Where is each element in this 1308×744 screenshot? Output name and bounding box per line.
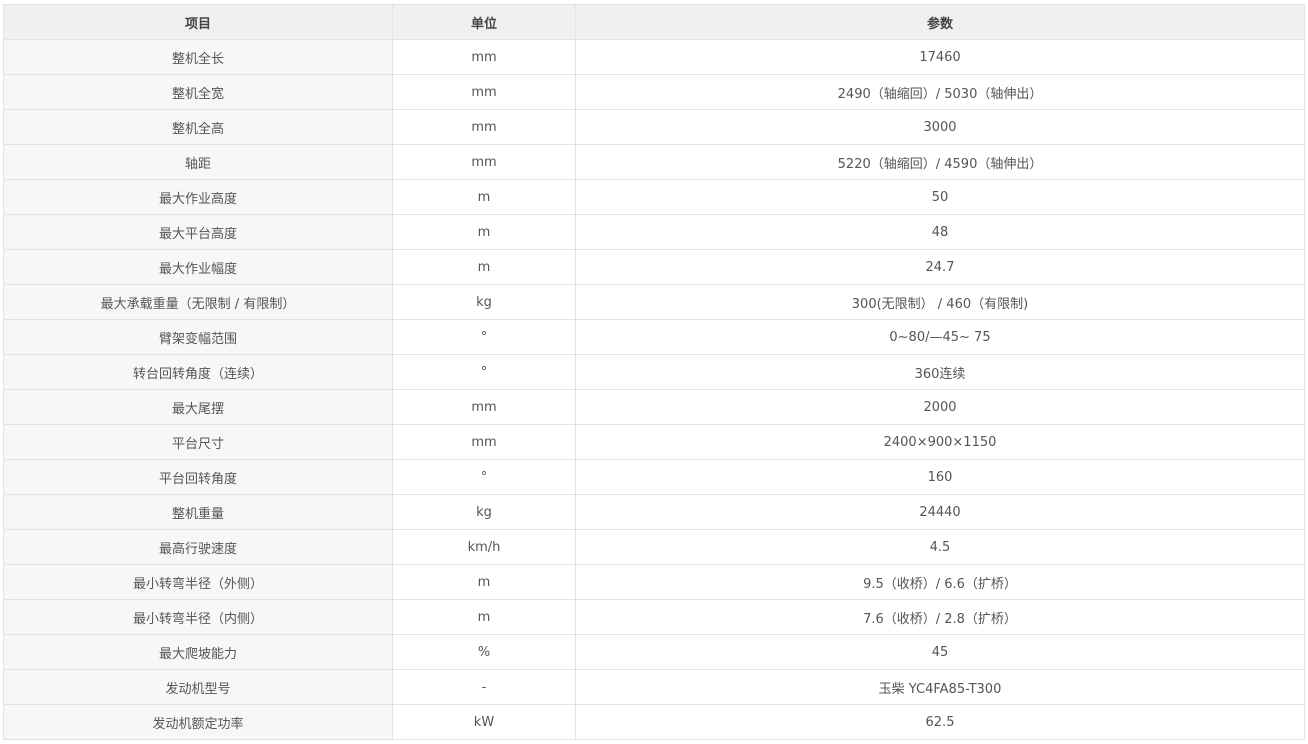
cell-unit: m xyxy=(392,249,576,285)
cell-value: 3000 xyxy=(575,109,1305,145)
table-row: 最大爬坡能力% 45 xyxy=(3,634,1305,670)
cell-value: 48 xyxy=(575,214,1305,250)
cell-unit: ° xyxy=(392,354,576,390)
cell-unit: mm xyxy=(392,144,576,180)
table-row: 臂架变幅范围 ° 0~80/—45~ 75 xyxy=(3,319,1305,355)
cell-item: 最大作业高度 xyxy=(3,179,393,215)
table-row: 转台回转角度（连续） ° 360连续 xyxy=(3,354,1305,390)
table-row: 整机全高 mm 3000 xyxy=(3,109,1305,145)
cell-item: 最小转弯半径（内侧） xyxy=(3,599,393,635)
table-row: 整机全长 mm 17460 xyxy=(3,39,1305,75)
cell-unit: m xyxy=(392,179,576,215)
cell-value: 24440 xyxy=(575,494,1305,530)
table-row: 最大平台高度 m 48 xyxy=(3,214,1305,250)
header-value: 参数 xyxy=(575,4,1305,40)
table-row: 整机重量 kg 24440 xyxy=(3,494,1305,530)
cell-item: 臂架变幅范围 xyxy=(3,319,393,355)
cell-value: 2400×900×1150 xyxy=(575,424,1305,460)
cell-unit: kW xyxy=(392,704,576,740)
table-row: 最大尾摆 mm 2000 xyxy=(3,389,1305,425)
cell-value: 62.5 xyxy=(575,704,1305,740)
table-row: 最小转弯半径（内侧） m 7.6（收桥）/ 2.8（扩桥） xyxy=(3,599,1305,635)
table-header-row: 项目 单位 参数 xyxy=(3,4,1305,40)
cell-unit: % xyxy=(392,634,576,670)
cell-unit: m xyxy=(392,599,576,635)
table-row: 最大作业高度 m 50 xyxy=(3,179,1305,215)
table-row: 轴距 mm 5220（轴缩回）/ 4590（轴伸出） xyxy=(3,144,1305,180)
cell-unit: kg xyxy=(392,284,576,320)
table-row: 发动机额定功率 kW 62.5 xyxy=(3,704,1305,740)
cell-item: 整机全宽 xyxy=(3,74,393,110)
cell-item: 最大尾摆 xyxy=(3,389,393,425)
spec-table: 项目 单位 参数 整机全长 mm 17460 整机全宽 mm 2490（轴缩回）/ 503… xyxy=(3,4,1305,740)
table-row: 平台回转角度 ° 160 xyxy=(3,459,1305,495)
cell-unit: - xyxy=(392,669,576,705)
cell-value: 360连续 xyxy=(575,354,1305,390)
table-row: 平台尺寸 mm 2400×900×1150 xyxy=(3,424,1305,460)
cell-value: 17460 xyxy=(575,39,1305,75)
table-row: 发动机型号 - 玉柴 YC4FA85-T300 xyxy=(3,669,1305,705)
cell-unit: ° xyxy=(392,459,576,495)
table-row: 整机全宽 mm 2490（轴缩回）/ 5030（轴伸出） xyxy=(3,74,1305,110)
cell-unit: mm xyxy=(392,389,576,425)
cell-item: 发动机型号 xyxy=(3,669,393,705)
cell-unit: kg xyxy=(392,494,576,530)
cell-item: 平台尺寸 xyxy=(3,424,393,460)
table-row: 最小转弯半径（外侧） m 9.5（收桥）/ 6.6（扩桥） xyxy=(3,564,1305,600)
header-item: 项目 xyxy=(3,4,393,40)
cell-unit: ° xyxy=(392,319,576,355)
table-row: 最高行驶速度 km/h 4.5 xyxy=(3,529,1305,565)
cell-item: 整机全长 xyxy=(3,39,393,75)
cell-item: 平台回转角度 xyxy=(3,459,393,495)
cell-item: 最高行驶速度 xyxy=(3,529,393,565)
cell-item: 整机重量 xyxy=(3,494,393,530)
cell-value: 160 xyxy=(575,459,1305,495)
cell-unit: mm xyxy=(392,39,576,75)
cell-item: 最小转弯半径（外侧） xyxy=(3,564,393,600)
cell-value: 0~80/—45~ 75 xyxy=(575,319,1305,355)
cell-value: 45 xyxy=(575,634,1305,670)
cell-item: 整机全高 xyxy=(3,109,393,145)
cell-unit: mm xyxy=(392,109,576,145)
cell-unit: m xyxy=(392,214,576,250)
cell-unit: m xyxy=(392,564,576,600)
cell-value: 300(无限制） / 460（有限制) xyxy=(575,284,1305,320)
cell-value: 4.5 xyxy=(575,529,1305,565)
cell-item: 转台回转角度（连续） xyxy=(3,354,393,390)
cell-item: 发动机额定功率 xyxy=(3,704,393,740)
cell-unit: mm xyxy=(392,74,576,110)
cell-item: 最大作业幅度 xyxy=(3,249,393,285)
cell-value: 9.5（收桥）/ 6.6（扩桥） xyxy=(575,564,1305,600)
cell-value: 24.7 xyxy=(575,249,1305,285)
cell-item: 轴距 xyxy=(3,144,393,180)
cell-value: 7.6（收桥）/ 2.8（扩桥） xyxy=(575,599,1305,635)
table-row: 最大承载重量（无限制 / 有限制） kg 300(无限制） / 460（有限制) xyxy=(3,284,1305,320)
cell-item: 最大爬坡能力 xyxy=(3,634,393,670)
cell-value: 50 xyxy=(575,179,1305,215)
cell-value: 玉柴 YC4FA85-T300 xyxy=(575,669,1305,705)
cell-value: 2000 xyxy=(575,389,1305,425)
cell-unit: mm xyxy=(392,424,576,460)
cell-item: 最大平台高度 xyxy=(3,214,393,250)
header-unit: 单位 xyxy=(392,4,576,40)
cell-value: 2490（轴缩回）/ 5030（轴伸出） xyxy=(575,74,1305,110)
cell-unit: km/h xyxy=(392,529,576,565)
table-row: 最大作业幅度 m 24.7 xyxy=(3,249,1305,285)
cell-value: 5220（轴缩回）/ 4590（轴伸出） xyxy=(575,144,1305,180)
cell-item: 最大承载重量（无限制 / 有限制） xyxy=(3,284,393,320)
